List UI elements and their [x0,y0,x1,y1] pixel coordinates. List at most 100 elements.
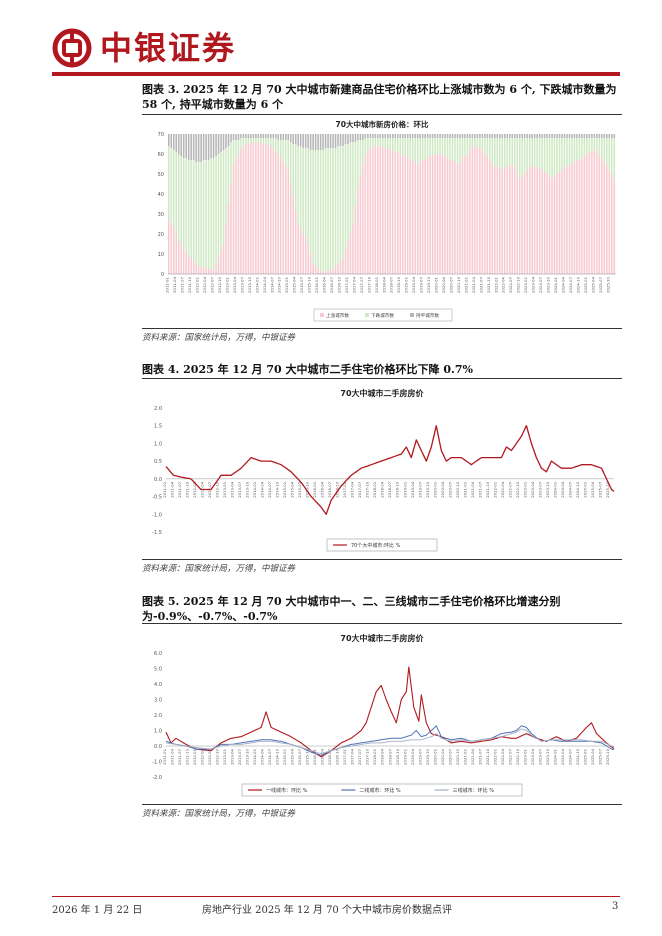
bar-rise [250,142,252,274]
bar-rise [205,268,207,274]
x-tick-label: 2016-01 [314,276,319,292]
bar-rise [168,218,170,274]
x-tick-label: 2018-04 [380,481,385,497]
bar-rise [459,162,461,274]
x-tick-label: 2023-01 [522,748,527,764]
bar-flat [456,134,459,138]
bar-flat [364,134,367,138]
bar-flat [342,134,344,146]
bar-flat [601,134,603,138]
bar-fall [504,138,506,168]
x-tick-label: 2023-10 [545,748,550,764]
bar-rise [613,182,616,274]
bar-flat [553,134,556,138]
bar-rise [404,156,406,274]
bar-flat [603,134,606,138]
x-tick-label: 2014-04 [260,481,265,497]
bar-rise [399,154,402,274]
x-tick-label: 2017-07 [357,748,362,764]
bar-flat [240,134,242,138]
bar-fall [344,144,347,250]
bar-flat [202,134,205,160]
x-tick-label: 2019-04 [411,276,416,292]
bar-flat [459,134,461,138]
bar-fall [508,138,511,166]
bar-flat [409,134,411,138]
x-tick-label: 2014-07 [267,481,272,497]
x-tick-label: 2018-01 [374,276,379,292]
bar-fall [392,138,394,150]
x-tick-label: 2021-01 [462,481,467,497]
bar-flat [168,134,170,146]
bar-fall [461,138,464,158]
x-tick-label: 2020-10 [455,748,460,764]
bar-flat [185,134,187,158]
x-tick-label: 2020-07 [447,481,452,497]
bar-fall [426,138,429,158]
bar-fall [484,138,486,154]
bar-rise [367,150,369,274]
bar-fall [536,138,538,168]
bar-fall [561,138,563,170]
bar-fall [339,146,342,260]
bar-flat [466,134,469,138]
bar-rise [486,156,489,274]
bar-rise [454,162,456,274]
bar-fall [367,138,369,150]
bar-flat [362,134,364,140]
figure-4-rule [142,378,622,379]
bar-fall [349,142,352,232]
bar-fall [265,138,267,144]
bar-rise [299,228,302,274]
bar-fall [232,140,235,164]
bar-flat [322,134,324,150]
y-tick-label: 40 [158,192,164,198]
x-tick-label: 2021-07 [478,276,483,292]
bar-fall [596,138,598,152]
bar-flat [197,134,200,162]
bar-rise [347,240,349,274]
bar-rise [441,156,444,274]
x-tick-label: 2024-04 [560,481,565,497]
y-tick-label: -1.0 [152,760,162,766]
x-tick-label: 2023-10 [545,481,550,497]
bar-rise [513,168,516,274]
bar-fall [312,150,314,264]
bar-fall [205,160,207,268]
legend-label: 一线城市：环比 % [266,787,308,794]
x-tick-label: 2022-07 [507,748,512,764]
bar-flat [561,134,563,138]
bar-flat [461,134,464,138]
bar-fall [469,138,471,150]
bar-flat [546,134,548,138]
bar-rise [384,148,387,274]
bar-flat [232,134,235,140]
bar-fall [374,138,377,146]
bar-fall [302,148,304,234]
bar-rise [571,164,573,274]
bar-fall [568,138,571,166]
bar-rise [294,210,297,274]
x-tick-label: 2022-10 [516,276,521,292]
bar-flat [583,134,586,138]
bar-fall [583,138,586,156]
bar-fall [354,142,357,206]
bar-flat [377,134,379,138]
bar-fall [578,138,581,160]
legend-swatch [410,313,414,317]
x-tick-label: 2013-07 [237,748,242,764]
x-tick-label: 2023-10 [546,276,551,292]
bar-fall [175,152,178,234]
bar-fall [513,138,516,168]
bar-rise [372,148,374,274]
bar-fall [168,146,170,218]
bar-fall [382,138,384,148]
bar-fall [541,138,543,170]
bar-fall [406,138,409,158]
bar-flat [489,134,491,138]
bar-flat [434,134,436,138]
chart-title: 70大中城市二手房房价 [340,388,424,398]
x-tick-label: 2015-07 [299,276,304,292]
bar-flat [200,134,202,162]
bar-fall [523,138,526,174]
